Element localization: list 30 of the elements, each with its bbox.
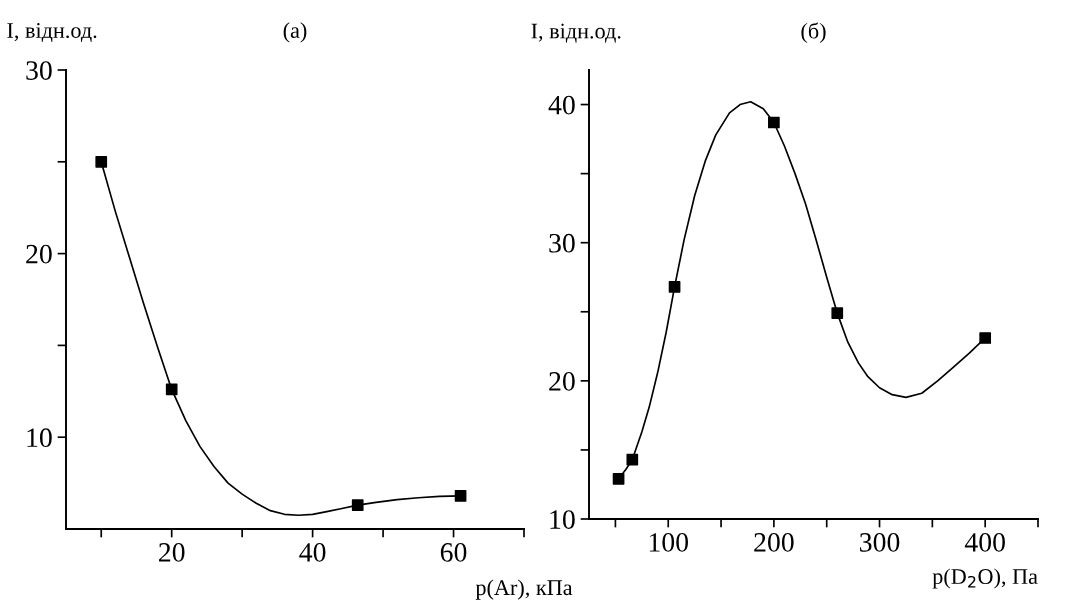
y-tick-label: 30 [26, 61, 52, 80]
point [979, 332, 992, 344]
y-axis-title: I, відн.од. [7, 23, 97, 43]
chart-title: (а) [283, 22, 307, 43]
point [668, 281, 681, 293]
point [831, 307, 844, 319]
y-tick-label: 10 [27, 428, 52, 448]
point [454, 490, 467, 502]
x-tick-label: 40 [299, 543, 326, 562]
y-tick-label: 30 [549, 233, 575, 253]
chart-title: (б) [801, 22, 826, 44]
point [95, 155, 108, 168]
x-tick-label: 20 [159, 543, 185, 562]
x-tick-label: 300 [860, 533, 900, 552]
y-tick-label: 20 [549, 372, 575, 391]
y-tick-label: 10 [550, 510, 575, 529]
y-tick-label: 40 [548, 95, 575, 115]
y-axis-title: I, відн.од. [531, 23, 621, 43]
y-tick-label: 20 [26, 244, 52, 264]
x-tick-label: 400 [964, 533, 1005, 552]
x-axis-title: p(Ar), кПа [475, 579, 573, 600]
point [351, 499, 364, 511]
point [165, 383, 178, 396]
x-axis-title: p(D$_{2}$O), Па [932, 568, 1038, 589]
point [626, 453, 639, 466]
x-tick-label: 60 [440, 543, 467, 562]
point [612, 473, 625, 485]
x-tick-label: 200 [754, 533, 794, 552]
x-tick-label: 100 [649, 533, 689, 552]
point [768, 116, 780, 129]
